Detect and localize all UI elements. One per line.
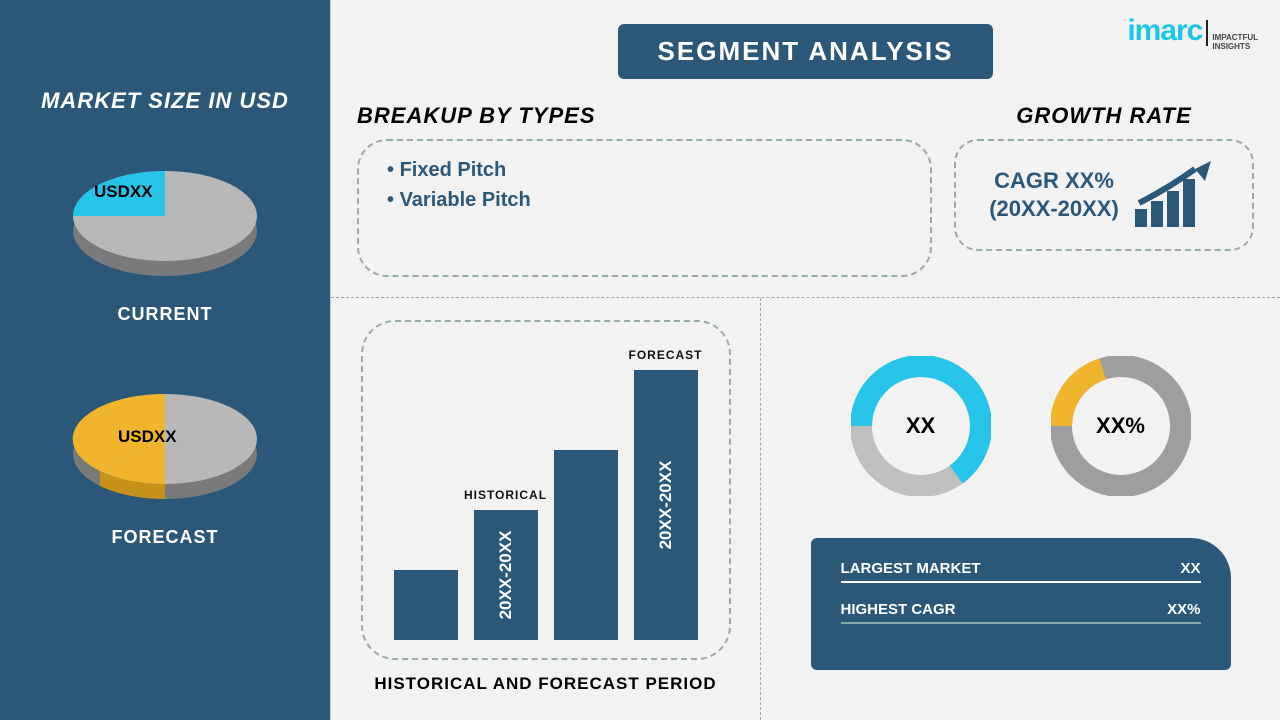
metrics-card: LARGEST MARKET XX HIGHEST CAGR XX% xyxy=(811,538,1231,670)
donut: XX% xyxy=(1051,356,1191,496)
pie-forecast-label: USDXX xyxy=(118,427,177,447)
logo-tagline: IMPACTFUL INSIGHTS xyxy=(1212,33,1258,51)
bar-chart-caption: HISTORICAL AND FORECAST PERIOD xyxy=(374,674,716,694)
metric-row: LARGEST MARKET XX xyxy=(841,560,1201,577)
brand-logo: imarc IMPACTFUL INSIGHTS xyxy=(1127,14,1258,51)
row-top: BREAKUP BY TYPES Fixed Pitch Variable Pi… xyxy=(331,103,1280,277)
pie-current-label: USDXX xyxy=(94,182,153,202)
metric-underline xyxy=(841,581,1201,583)
bar: 20XX-20XXHISTORICAL xyxy=(474,510,538,640)
donut: XX xyxy=(851,356,991,496)
donut-center: XX xyxy=(851,356,991,496)
breakup-title: BREAKUP BY TYPES xyxy=(357,103,932,129)
metric-value: XX xyxy=(1180,560,1200,577)
breakup-section: BREAKUP BY TYPES Fixed Pitch Variable Pi… xyxy=(357,103,932,277)
pie-current: USDXX CURRENT xyxy=(60,158,270,325)
donut-row: XX XX% xyxy=(851,356,1191,496)
bar: 20XX-20XXFORECAST xyxy=(634,370,698,640)
segment-title-badge: SEGMENT ANALYSIS xyxy=(618,24,994,79)
pie-current-caption: CURRENT xyxy=(118,304,213,325)
metric-row: HIGHEST CAGR XX% xyxy=(841,601,1201,618)
metric-label: HIGHEST CAGR xyxy=(841,601,956,618)
bar-top-label: FORECAST xyxy=(629,348,703,362)
right-panel: imarc IMPACTFUL INSIGHTS SEGMENT ANALYSI… xyxy=(330,0,1280,720)
pie-forecast-graphic: USDXX xyxy=(60,381,270,511)
metric-value: XX% xyxy=(1167,601,1200,618)
left-panel: MARKET SIZE IN USD USDXX CURRENT USDXX xyxy=(0,0,330,720)
logo-text: imarc xyxy=(1127,14,1202,48)
donut-center: XX% xyxy=(1051,356,1191,496)
bar xyxy=(554,450,618,640)
pie-forecast-caption: FORECAST xyxy=(112,527,219,548)
growth-box: CAGR XX% (20XX-20XX) xyxy=(954,139,1254,251)
breakup-box: Fixed Pitch Variable Pitch xyxy=(357,139,932,277)
metric-label: LARGEST MARKET xyxy=(841,560,981,577)
pie-forecast: USDXX FORECAST xyxy=(60,381,270,548)
bar-period-label: 20XX-20XX xyxy=(496,531,516,620)
growth-icon xyxy=(1133,159,1219,231)
breakup-item: Variable Pitch xyxy=(387,185,902,215)
left-title: MARKET SIZE IN USD xyxy=(41,88,289,114)
bar xyxy=(394,570,458,640)
logo-separator xyxy=(1206,20,1208,46)
stats-column: XX XX% LARGEST MARKET XX HIGHEST CAGR XX… xyxy=(761,298,1280,720)
growth-section: GROWTH RATE CAGR XX% (20XX-20XX) xyxy=(954,103,1254,277)
pie-current-graphic: USDXX xyxy=(60,158,270,288)
growth-text: CAGR XX% (20XX-20XX) xyxy=(989,167,1119,223)
bar-top-label: HISTORICAL xyxy=(464,488,547,502)
historical-column: 20XX-20XXHISTORICAL20XX-20XXFORECAST HIS… xyxy=(331,298,761,720)
row-bottom: 20XX-20XXHISTORICAL20XX-20XXFORECAST HIS… xyxy=(331,298,1280,720)
bar-chart: 20XX-20XXHISTORICAL20XX-20XXFORECAST xyxy=(361,320,731,660)
bar-period-label: 20XX-20XX xyxy=(656,461,676,550)
breakup-item: Fixed Pitch xyxy=(387,155,902,185)
metric-underline xyxy=(841,622,1201,624)
growth-title: GROWTH RATE xyxy=(954,103,1254,129)
